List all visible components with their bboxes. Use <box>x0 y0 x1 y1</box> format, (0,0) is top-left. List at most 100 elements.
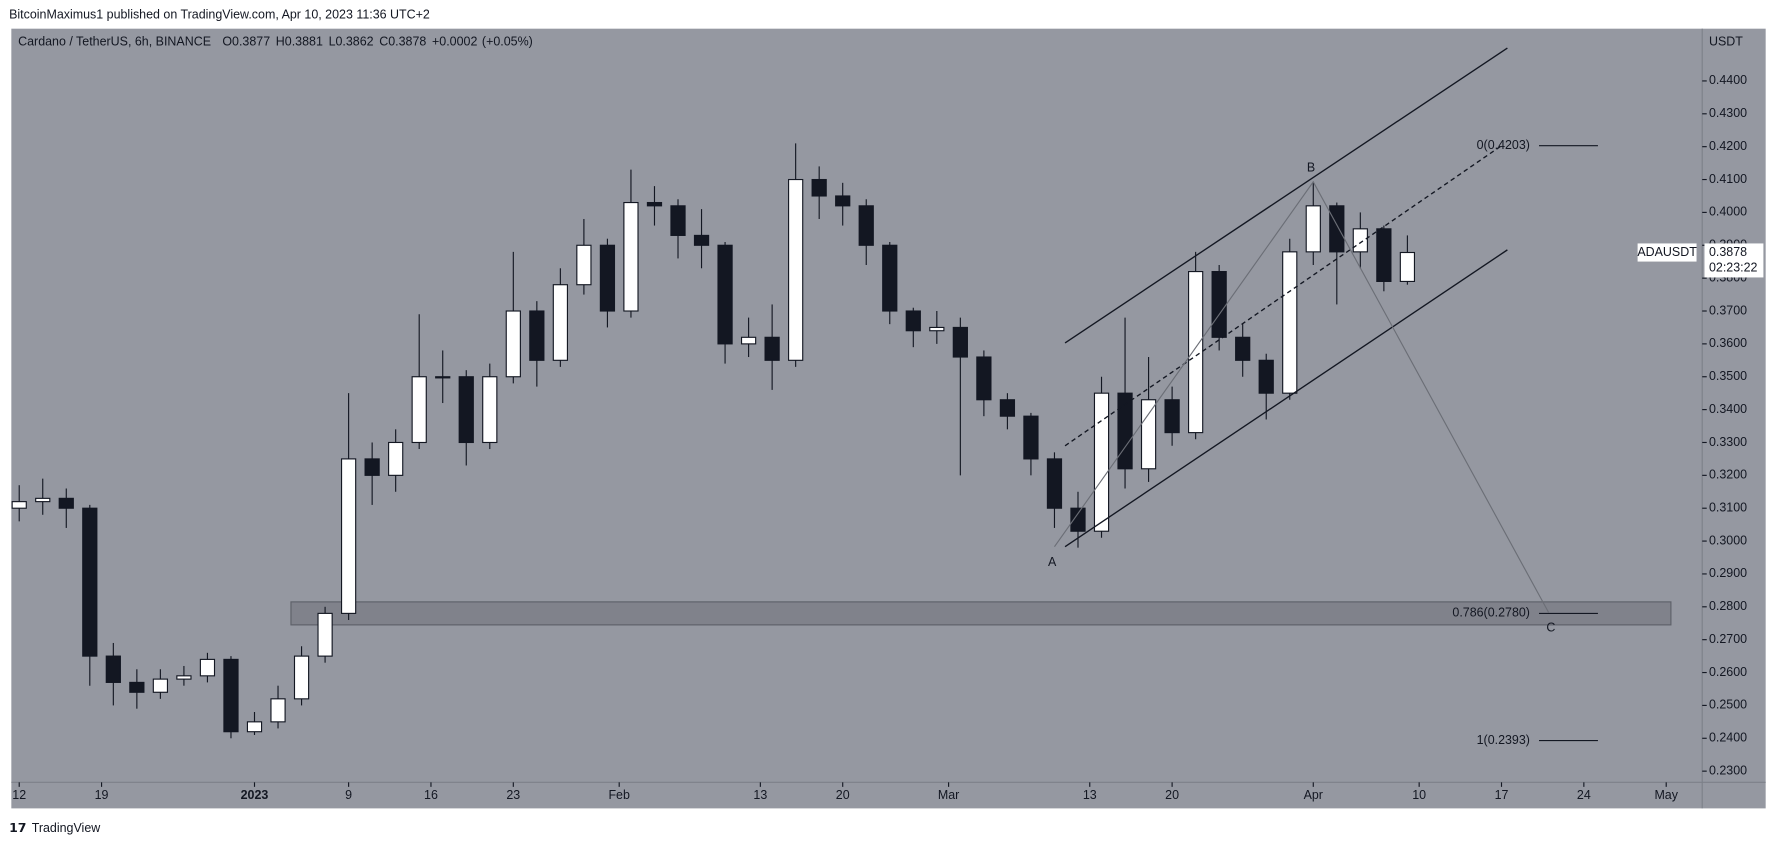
candle-body <box>1164 399 1180 434</box>
legend-value: 0.3878 <box>388 35 426 49</box>
candle-body <box>1070 507 1086 532</box>
y-tick-label: 0.2600 <box>1709 665 1747 679</box>
x-tick-label: 9 <box>345 788 352 802</box>
candle-body <box>105 655 121 683</box>
x-tick-label: Apr <box>1304 788 1323 802</box>
candle-body <box>858 205 874 246</box>
candle-body <box>1140 399 1157 470</box>
legend-change-pct: (+0.05%) <box>482 35 533 49</box>
candle-body <box>35 497 51 503</box>
candle-body <box>670 205 686 236</box>
candle-body <box>82 507 98 657</box>
y-tick-label: 0.3500 <box>1709 369 1747 383</box>
wave-label: B <box>1307 161 1315 175</box>
candle-body <box>1282 251 1298 394</box>
candle-body <box>199 658 216 677</box>
channel-lower <box>1064 249 1508 548</box>
candle-body <box>999 399 1016 417</box>
candle-body <box>1235 336 1251 361</box>
x-tick-label: 23 <box>506 788 520 802</box>
candle-body <box>364 458 380 476</box>
x-tick-label: 16 <box>424 788 438 802</box>
candle-body <box>482 376 498 444</box>
candle-body <box>740 336 757 345</box>
candle-body <box>1023 415 1039 460</box>
currency: USDT <box>1709 35 1743 49</box>
y-tick-label: 0.3100 <box>1709 501 1747 515</box>
candle-body <box>599 244 616 312</box>
candle-body <box>129 681 145 693</box>
symbol-box <box>1637 243 1697 262</box>
candle-body <box>293 655 310 700</box>
candle-body <box>623 201 639 312</box>
last-price: 0.3878 <box>1709 245 1747 259</box>
candle-body <box>317 612 333 657</box>
wave-label: A <box>1048 555 1057 569</box>
candle-body <box>1305 205 1321 253</box>
channel-upper <box>1064 47 1508 344</box>
candle-body <box>717 244 733 345</box>
legend-title: Cardano / TetherUS, 6h, BINANCE <box>18 35 211 49</box>
y-tick-label: 0.2900 <box>1709 566 1747 580</box>
candle-body <box>1046 458 1063 509</box>
candle-body <box>646 201 663 207</box>
legend-key: C <box>379 35 388 49</box>
y-tick-label: 0.4100 <box>1709 172 1747 186</box>
y-tick-label: 0.3300 <box>1709 435 1747 449</box>
candle-body <box>529 310 545 361</box>
candle-body <box>764 336 780 361</box>
legend-key: L <box>329 35 336 49</box>
x-tick-label: 20 <box>836 788 850 802</box>
candle-body <box>58 497 74 509</box>
y-tick-label: 0.3600 <box>1709 336 1747 350</box>
x-tick-label: 20 <box>1165 788 1179 802</box>
candle-body <box>411 376 427 444</box>
candle-body <box>576 244 592 286</box>
fib-label: 0.786(0.2780) <box>1452 606 1530 620</box>
candle-body <box>905 310 921 332</box>
candle-body <box>1399 251 1416 282</box>
legend: Cardano / TetherUS, 6h, BINANCE O0.3877 H0… <box>18 35 533 49</box>
legend-value: 0.3862 <box>336 35 374 49</box>
y-tick-label: 0.2800 <box>1709 599 1747 613</box>
candle-body <box>1188 271 1204 434</box>
x-tick-label: Feb <box>608 788 630 802</box>
x-tick-label: 24 <box>1577 788 1591 802</box>
logo-mark: 𝟭𝟳 <box>9 821 26 835</box>
y-tick-label: 0.2300 <box>1709 763 1747 777</box>
candle-body <box>1211 271 1227 338</box>
candle-body <box>929 326 945 332</box>
candle-body <box>458 376 474 444</box>
symbol-label: ADAUSDT <box>1637 245 1697 259</box>
x-tick-label: 13 <box>1083 788 1097 802</box>
x-tick-label: 19 <box>95 788 109 802</box>
candle-body <box>11 501 27 509</box>
x-tick-label: 10 <box>1412 788 1426 802</box>
fib-label: 0(0.4203) <box>1477 138 1530 152</box>
candle-body <box>1329 205 1345 253</box>
candle-body <box>388 441 404 476</box>
y-tick-label: 0.3700 <box>1709 303 1747 317</box>
x-tick-label: 13 <box>753 788 767 802</box>
footer-logo: 𝟭𝟳 <box>9 821 26 835</box>
countdown: 02:23:22 <box>1709 261 1758 275</box>
legend-value: 0.3881 <box>285 35 323 49</box>
y-tick-label: 0.4400 <box>1709 73 1747 87</box>
candle-body <box>693 234 710 246</box>
candle-body <box>1376 228 1392 282</box>
fib-label: 1(0.2393) <box>1477 733 1530 747</box>
candle-body <box>176 675 192 680</box>
y-tick-label: 0.4200 <box>1709 139 1747 153</box>
y-tick-label: 0.2700 <box>1709 632 1747 646</box>
x-tick-label: Mar <box>938 788 959 802</box>
header: BitcoinMaximus1 published on TradingView… <box>9 7 430 21</box>
x-tick-label: May <box>1654 788 1678 802</box>
x-tick-label: 2023 <box>241 788 269 802</box>
y-tick-label: 0.4000 <box>1709 205 1747 219</box>
y-tick-label: 0.3400 <box>1709 402 1747 416</box>
candle-body <box>552 284 568 361</box>
footer: TradingView <box>32 821 102 835</box>
legend-key: O <box>222 35 232 49</box>
candle-body <box>1093 392 1110 532</box>
price-box <box>1704 243 1764 278</box>
